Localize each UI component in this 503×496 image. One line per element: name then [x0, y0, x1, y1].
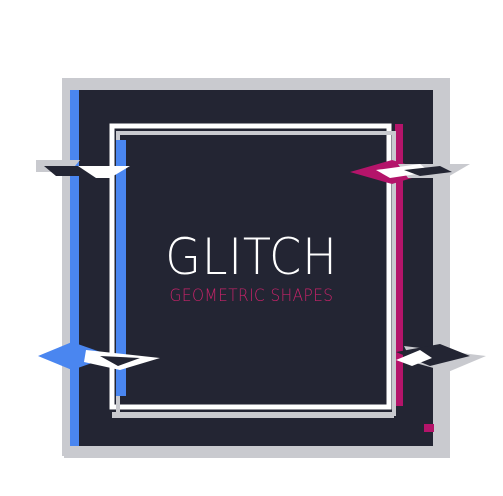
- bottom-grey-band: [112, 412, 394, 418]
- right-lower-notch-white: [396, 350, 432, 366]
- right-upper-notch-dark: [404, 166, 452, 176]
- left-lower-notch-blue: [38, 342, 112, 370]
- right-lower-notch-dark: [396, 344, 470, 366]
- bottom-left-blue-tick: [70, 426, 79, 446]
- left-lower-notch-dark: [100, 356, 140, 366]
- left-upper-notch-white: [78, 166, 130, 178]
- left-blue-strip: [70, 90, 79, 446]
- dark-panel: [70, 90, 433, 446]
- outer-grey-frame-bottom-shift: [64, 446, 450, 458]
- inner-blue-strip: [116, 140, 126, 396]
- bottom-right-magenta-tick: [424, 424, 434, 432]
- right-upper-notch-white: [376, 164, 430, 178]
- right-magenta-strip: [395, 124, 403, 406]
- inner-frame: [109, 123, 392, 410]
